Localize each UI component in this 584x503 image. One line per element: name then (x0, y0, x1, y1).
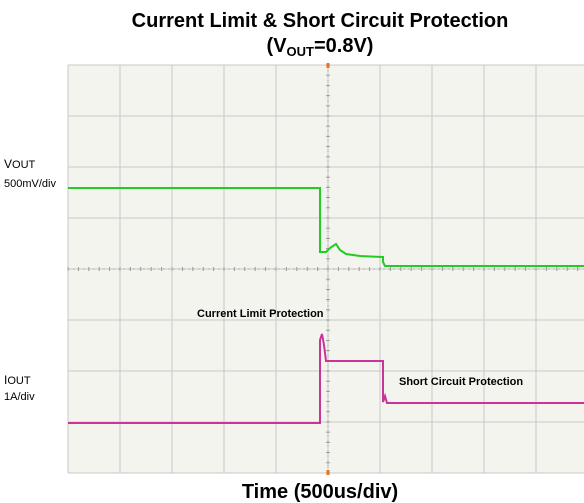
iout-scale: 1A/div (4, 391, 35, 403)
grid (67, 63, 584, 475)
annotation: Short Circuit Protection (399, 376, 523, 388)
chart-title: Current Limit & Short Circuit Protection (132, 10, 509, 32)
iout-trace (68, 333, 584, 424)
annotation: Current Limit Protection (197, 308, 324, 320)
iout-label: IOUT (4, 373, 31, 387)
vout-sub: OUT (12, 159, 36, 171)
vout-name: V (4, 157, 12, 171)
iout-sub: OUT (7, 375, 31, 387)
subtitle-suffix: =0.8V) (314, 35, 373, 57)
subtitle-prefix: (V (267, 35, 288, 57)
iout-name: I (4, 373, 7, 387)
subtitle-subscript: OUT (287, 44, 315, 59)
chart-subtitle: (VOUT=0.8V) (267, 35, 374, 59)
vout-scale: 500mV/div (4, 178, 56, 190)
vout-label: VOUT (4, 157, 36, 171)
x-axis-label: Time (500us/div) (242, 481, 398, 503)
vout-trace (68, 187, 584, 267)
